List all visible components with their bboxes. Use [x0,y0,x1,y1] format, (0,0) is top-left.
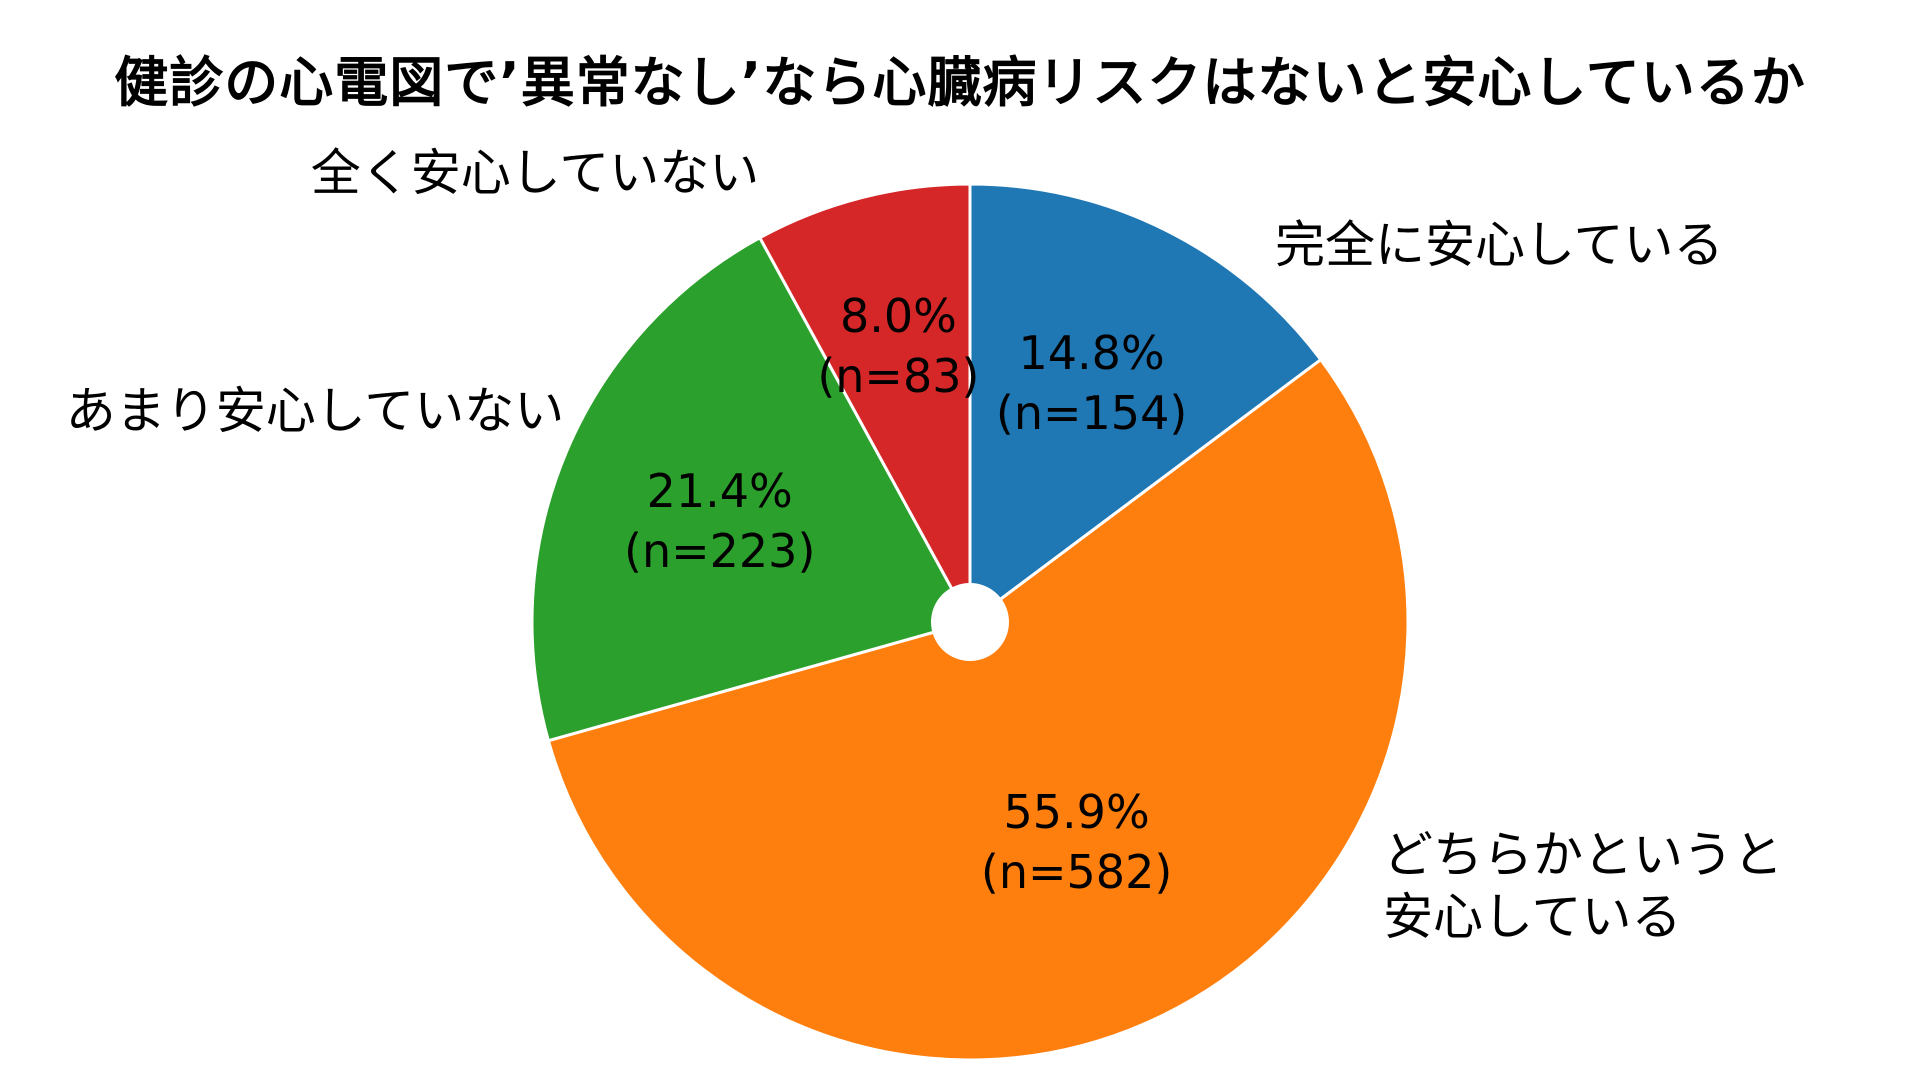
category-label-line: 全く安心していない [311,144,760,202]
slice-count-label: (n=582) [981,845,1172,899]
chart-title: 健診の心電図で’異常なし’なら心臓病リスクはないと安心しているか [114,51,1806,114]
slice-value-label-3: 21.4% (n=223) [624,464,815,578]
category-label-line: 完全に安心している [1275,216,1724,274]
slice-count-label: (n=223) [624,524,815,578]
slice-percent-label: 8.0% [840,289,957,343]
category-label-line: どちらかというと [1383,826,1783,884]
slice-value-label-1: 14.8% (n=154) [996,326,1187,440]
slice-category-label-4: 全く安心していない [311,144,760,202]
pie-slice-3 [530,236,972,743]
pie-slice-2 [546,358,1410,1062]
slice-percent-label: 55.9% [1004,785,1150,839]
category-label-line: 安心している [1383,888,1682,946]
donut-center-hole [931,583,1009,661]
slice-category-label-3: あまり安心していない [66,382,565,440]
slice-value-label-4: 8.0% (n=83) [817,289,979,403]
slice-category-label-1: 完全に安心している [1275,216,1724,274]
pie-slice-4 [758,182,972,624]
slice-percent-label: 21.4% [647,464,793,518]
slice-count-label: (n=154) [996,386,1187,440]
slice-value-label-2: 55.9% (n=582) [981,785,1172,899]
pie-slice-1 [968,182,1323,624]
slice-count-label: (n=83) [817,349,979,403]
slice-category-label-2: どちらかというと安心している [1383,826,1783,946]
category-label-line: あまり安心していない [66,382,565,440]
slice-percent-label: 14.8% [1019,326,1165,380]
pie-slices [530,182,1410,1062]
value-labels: 14.8% (n=154) 55.9% (n=582) 21.4% (n=223) 8.0%… [624,289,1187,899]
